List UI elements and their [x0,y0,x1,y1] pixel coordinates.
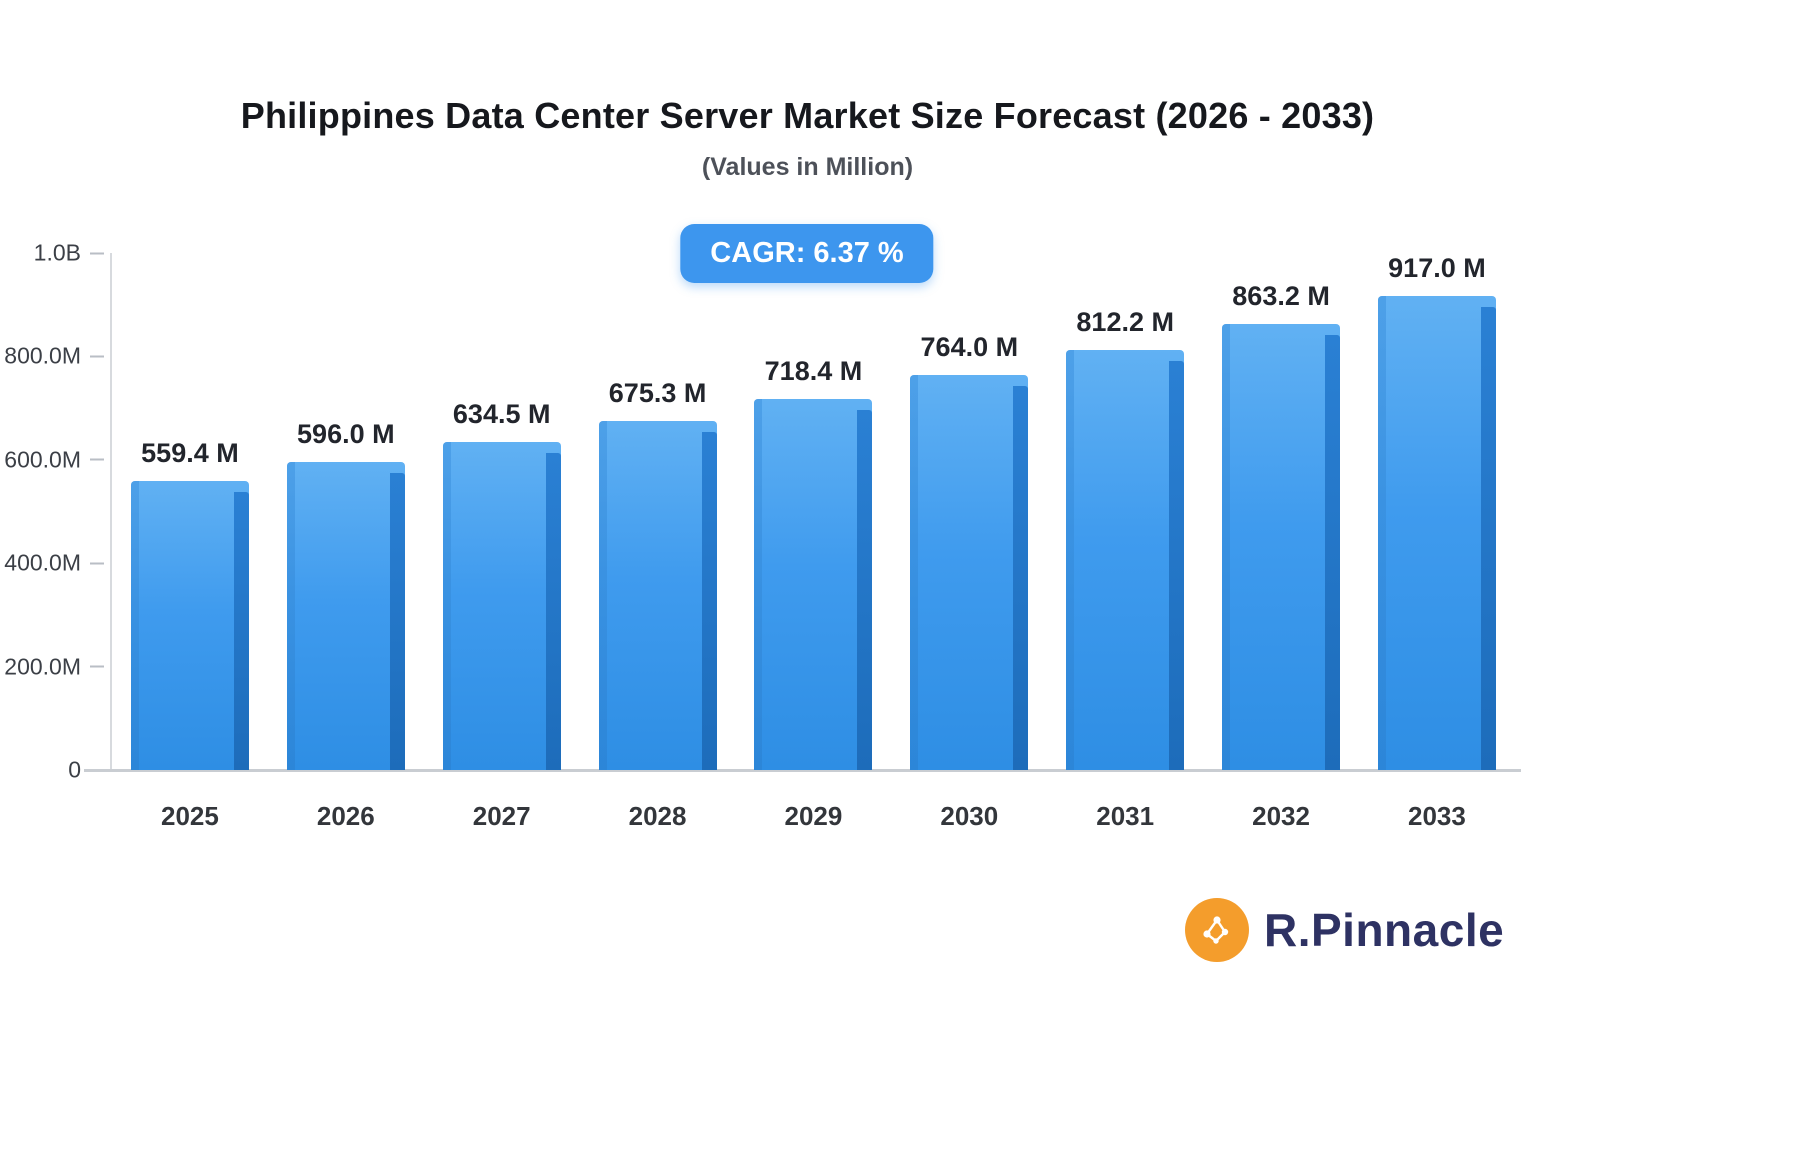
network-molecule-icon [1203,916,1229,944]
bar-value-label: 917.0 M [1388,253,1486,283]
bar-slot: 634.5 M 2027 [442,253,561,831]
rpinnacle-logo: R.Pinnacle [1185,898,1504,962]
bar-slot: 559.4 M 2025 [130,253,249,831]
chart-header: Philippines Data Center Server Market Si… [0,0,1615,182]
bar-slot: 812.2 M 2031 [1066,253,1185,831]
x-axis-label: 2025 [161,801,219,831]
bar [130,480,249,771]
bar-value-label: 559.4 M [141,437,239,468]
y-axis-tick-label: 0 [68,756,81,783]
bar [1377,296,1496,770]
bar-value-label: 675.3 M [608,377,707,408]
bar-value-label: 634.5 M [452,398,551,429]
cagr-badge: CAGR: 6.37 % [680,224,934,283]
y-axis-tick: 600.0M [4,446,104,473]
y-axis-tick-label: 400.0M [4,549,81,576]
y-axis-tick-mark [90,252,104,254]
y-axis-tick-label: 600.0M [4,446,81,473]
y-axis-tick-mark [90,665,104,668]
y-axis-tick: 200.0M [4,653,104,680]
bar [442,441,561,771]
y-axis-tick: 800.0M [4,343,104,370]
bar-slot: 596.0 M 2026 [286,253,405,831]
y-axis-tick-label: 200.0M [4,653,81,680]
bar [910,375,1029,770]
y-axis: 0 200.0M 400.0M 600.0M 800.0M 1.0B [0,240,108,783]
x-axis-label: 2032 [1252,801,1310,831]
bar [1222,323,1341,771]
bar-slot: 718.4 M 2029 [754,253,873,831]
bar [754,398,873,771]
bar-slot: 675.3 M 2028 [598,253,717,831]
x-axis-line [84,769,1521,772]
bar-value-label: 596.0 M [297,418,395,449]
bar-slot: 917.0 M 2033 [1377,253,1496,831]
bar-value-label: 718.4 M [764,355,863,386]
chart-area: 559.4 M 2025 596.0 M 2026 634.5 M 2027 675.3 M… [84,253,1521,831]
y-axis-tick-mark [90,355,104,358]
x-axis-label: 2027 [472,801,531,831]
y-axis-tick-label: 1.0B [33,239,81,266]
bar [1066,350,1185,770]
y-axis-tick-label: 800.0M [4,342,81,369]
x-axis-label: 2029 [784,801,843,831]
x-axis-label: 2033 [1408,801,1466,831]
bar [598,420,717,771]
y-axis-tick: 400.0M [4,550,104,577]
y-axis-tick-mark [90,562,104,565]
y-axis-tick-mark [90,458,104,461]
bar-value-label: 812.2 M [1076,307,1174,338]
chart-title: Philippines Data Center Server Market Si… [240,95,1375,136]
y-axis-tick: 1.0B [34,240,104,267]
rpinnacle-logo-text: R.Pinnacle [1264,904,1505,956]
bar-value-label: 764.0 M [920,332,1019,363]
x-axis-label: 2026 [316,801,375,831]
rpinnacle-logo-icon [1185,898,1249,962]
plot-area: 559.4 M 2025 596.0 M 2026 634.5 M 2027 675.3 M… [112,253,1515,831]
bar-value-label: 863.2 M [1232,280,1330,311]
bar [286,461,405,771]
chart-subtitle: (Values in Million) [701,153,914,181]
x-axis-label: 2031 [1096,801,1155,831]
bar-slot: 863.2 M 2032 [1222,253,1341,831]
x-axis-label: 2030 [940,801,999,831]
bar-slot: 764.0 M 2030 [910,253,1029,831]
x-axis-label: 2028 [628,801,687,831]
y-axis-line [110,253,112,770]
